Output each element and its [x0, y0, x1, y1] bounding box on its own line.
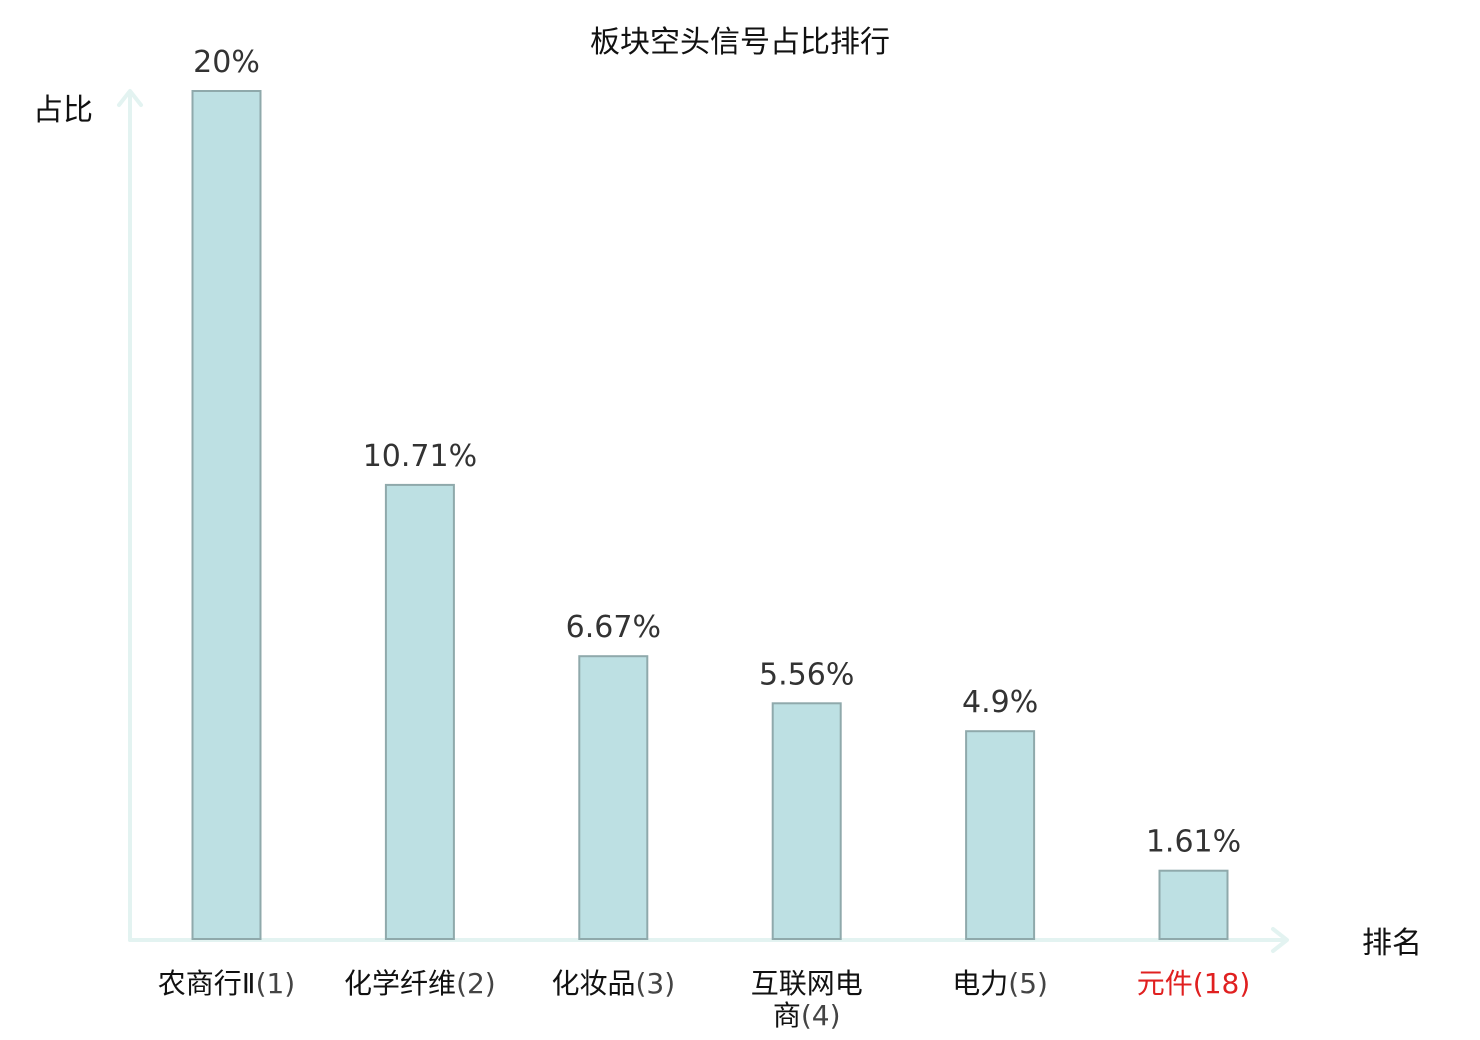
value-label-6: 1.61% — [1146, 825, 1241, 860]
bar-4 — [771, 702, 842, 940]
y-axis-label: 占比 — [33, 93, 93, 128]
category-labels-group: 农商行Ⅱ(1) 化学纤维(2) 化妆品(3) 互联网电商(4) 电力(5) 元件(18) — [158, 967, 1250, 1032]
bars-group — [191, 90, 1229, 941]
bar-1 — [191, 90, 262, 940]
y-axis-arrowhead — [117, 89, 143, 107]
value-label-2: 10.71% — [363, 439, 477, 474]
category-label-6: 元件(18) — [1137, 967, 1251, 1000]
value-label-5: 4.9% — [962, 685, 1038, 720]
chart-title: 板块空头信号占比排行 — [590, 25, 890, 60]
category-label-1: 农商行Ⅱ(1) — [158, 967, 295, 1000]
x-axis-label: 排名 — [1362, 926, 1422, 961]
category-label-3: 化妆品(3) — [551, 967, 675, 1000]
x-axis — [128, 927, 1289, 953]
category-label-5: 电力(5) — [952, 967, 1048, 1000]
value-label-4: 5.56% — [759, 657, 854, 692]
y-axis — [117, 89, 143, 942]
bar-6 — [1158, 869, 1229, 941]
x-axis-arrowhead — [1271, 927, 1289, 953]
value-label-3: 6.67% — [566, 610, 661, 645]
bar-3 — [578, 655, 649, 940]
bar-2 — [384, 483, 455, 940]
value-label-1: 20% — [193, 45, 260, 80]
value-labels-group: 20% 10.71% 6.67% 5.56% 4.9% 1.61% — [193, 45, 1241, 860]
category-label-4: 互联网电商(4) — [751, 967, 863, 1032]
category-label-2: 化学纤维(2) — [344, 967, 496, 1000]
bar-5 — [965, 730, 1036, 941]
